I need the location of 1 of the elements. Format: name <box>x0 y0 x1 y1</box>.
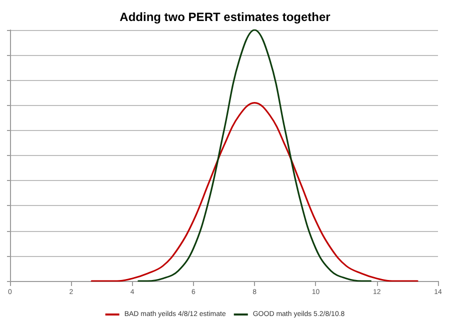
chart-title: Adding two PERT estimates together <box>120 10 331 24</box>
